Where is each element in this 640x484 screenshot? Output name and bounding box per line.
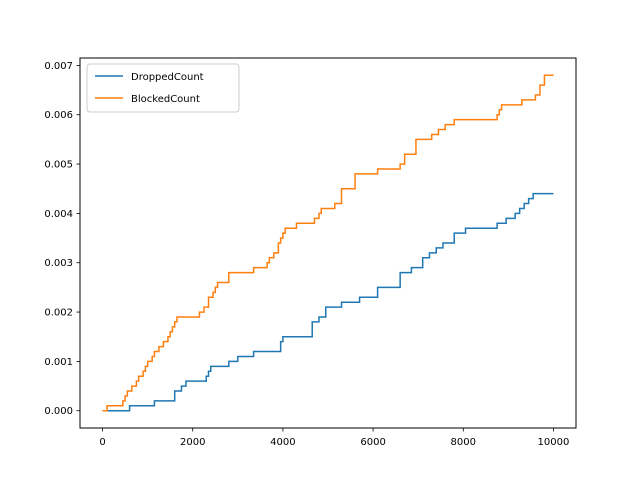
series-layer <box>102 74 554 412</box>
x-tick-label: 10000 <box>538 437 570 448</box>
legend-box <box>86 63 240 113</box>
y-axis-ticks: 0.000 0.001 0.002 0.003 0.004 0.005 0.006 0.007 <box>44 61 80 417</box>
y-tick-label: 0.007 <box>44 61 73 72</box>
series-line-blockedcount <box>102 74 554 412</box>
x-tick-label: 2000 <box>180 437 205 448</box>
legend-label-droppedcount: DroppedCount <box>131 72 204 83</box>
y-tick-label: 0.005 <box>44 160 73 171</box>
y-tick-label: 0.006 <box>44 110 73 121</box>
y-tick-label: 0.003 <box>44 258 73 269</box>
x-tick-label: 8000 <box>451 437 476 448</box>
y-tick-label: 0.000 <box>44 406 73 417</box>
x-axis-ticks: 0 2000 4000 6000 8000 10000 <box>99 428 569 448</box>
legend-label-blockedcount: BlockedCount <box>131 94 200 105</box>
x-tick-label: 6000 <box>360 437 385 448</box>
series-line-droppedcount <box>102 192 554 412</box>
y-tick-label: 0.002 <box>44 308 73 319</box>
x-tick-label: 0 <box>99 437 105 448</box>
plot-frame <box>79 57 577 429</box>
y-tick-label: 0.004 <box>44 209 73 220</box>
legend: DroppedCount BlockedCount <box>86 63 240 113</box>
x-tick-label: 4000 <box>270 437 295 448</box>
y-tick-label: 0.001 <box>44 357 73 368</box>
plot-area <box>80 58 576 428</box>
